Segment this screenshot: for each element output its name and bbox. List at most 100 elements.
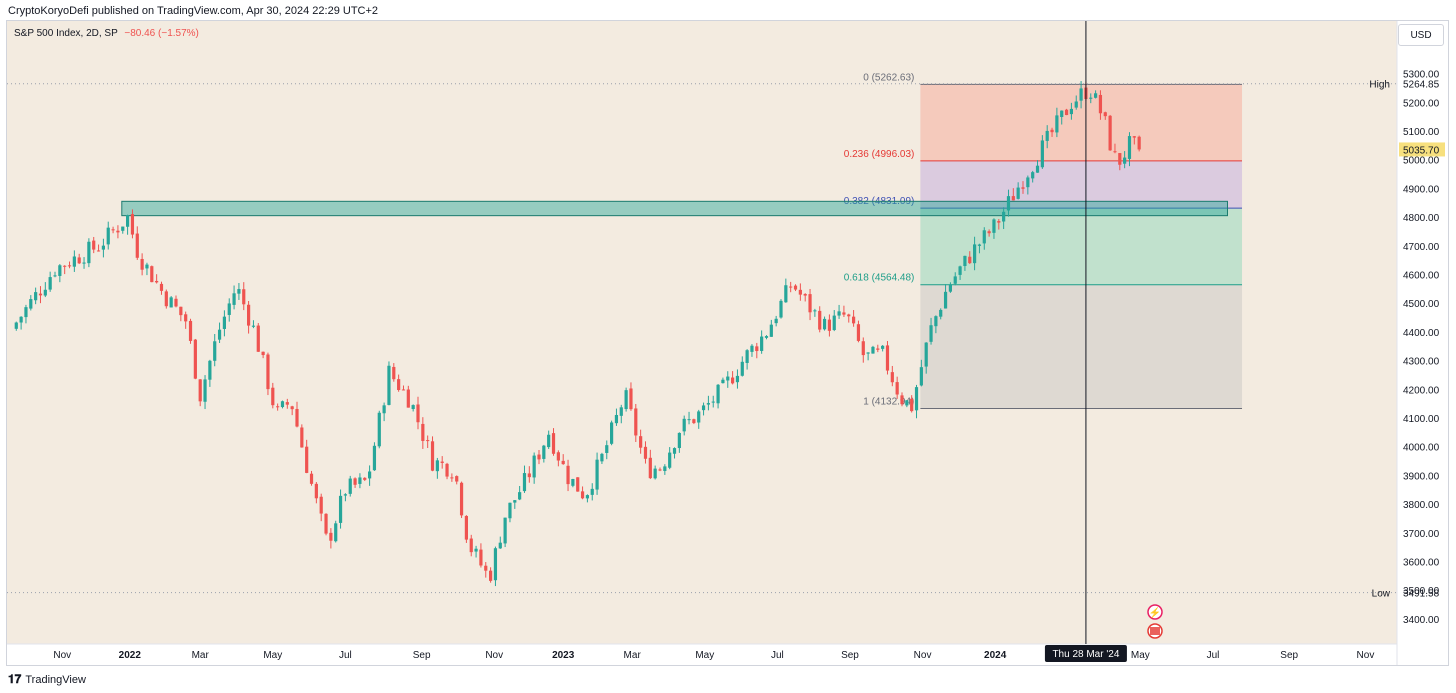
candle-body-42 — [217, 329, 222, 340]
candle-body-38 — [198, 379, 202, 402]
candle-body-152 — [750, 345, 754, 352]
candle-body-94 — [469, 538, 473, 553]
fib-level-label-3: 0.618 (4564.48) — [844, 273, 915, 284]
candle-body-180 — [885, 345, 890, 371]
candle-body-212 — [1040, 140, 1044, 168]
candle-body-14 — [82, 262, 86, 264]
x-tick-label: Nov — [1357, 650, 1375, 661]
price-axis[interactable] — [1397, 21, 1448, 644]
candle-body-191 — [939, 309, 943, 317]
candle-body-29 — [155, 280, 159, 283]
candle-body-204 — [1002, 211, 1006, 222]
y-tick-label: 3900.00 — [1403, 471, 1440, 482]
candle-body-195 — [958, 266, 962, 275]
candle-body-215 — [1055, 115, 1059, 133]
candle-body-90 — [450, 477, 454, 479]
brand-footer[interactable]: 𝟏𝟕 TradingView — [8, 672, 86, 687]
candle-body-4 — [34, 292, 38, 301]
candle-body-96 — [479, 549, 483, 566]
y-tick-label: 4000.00 — [1403, 443, 1440, 454]
high-tag-label: High — [1369, 80, 1390, 91]
candle-body-128 — [634, 408, 638, 436]
candle-body-160 — [789, 286, 793, 288]
candle-body-184 — [905, 400, 909, 406]
candle-body-162 — [798, 289, 802, 295]
candle-body-69 — [348, 478, 352, 494]
candle-body-214 — [1050, 129, 1054, 133]
y-tick-label: 3500.00 — [1403, 586, 1440, 597]
candle-body-194 — [953, 276, 957, 284]
candle-body-111 — [551, 433, 556, 454]
x-tick-label: Mar — [624, 650, 642, 661]
candle-body-199 — [977, 244, 982, 246]
candle-body-138 — [682, 418, 686, 432]
candle-body-181 — [890, 372, 894, 383]
candle-body-48 — [247, 304, 251, 326]
candle-body-26 — [140, 258, 144, 270]
event-icons[interactable]: ⚡ — [1147, 604, 1163, 639]
candlestick-series — [14, 81, 1141, 587]
candle-body-102 — [508, 502, 512, 519]
time-axis[interactable] — [7, 644, 1448, 665]
candle-body-19 — [106, 227, 110, 245]
candle-body-6 — [43, 289, 47, 296]
candle-body-76 — [382, 405, 386, 414]
time-axis-labels: Nov 2022 Mar May Jul Sep Nov 2023 Mar May Jul Sep No… — [53, 650, 1374, 661]
candle-body-68 — [343, 494, 347, 496]
candle-body-13 — [77, 257, 81, 264]
candle-body-97 — [484, 565, 488, 571]
resistance-zone-box[interactable] — [121, 200, 1228, 217]
low-value-label: 3491.58 — [1403, 589, 1440, 600]
candle-body-54 — [276, 406, 280, 408]
candle-body-95 — [474, 548, 478, 552]
chart-frame[interactable] — [6, 20, 1449, 666]
x-tick-label: 2023 — [552, 650, 575, 661]
candle-body-170 — [837, 311, 841, 316]
candle-body-136 — [672, 448, 677, 454]
currency-button[interactable]: USD — [1398, 24, 1444, 46]
candle-body-114 — [566, 465, 570, 485]
candle-body-63 — [319, 496, 323, 514]
candle-body-187 — [919, 367, 923, 386]
y-tick-label: 3400.00 — [1403, 615, 1440, 626]
candle-body-78 — [392, 366, 396, 380]
candle-body-207 — [1016, 187, 1020, 199]
candle-body-39 — [203, 379, 207, 402]
candle-body-123 — [610, 422, 614, 444]
candle-body-70 — [353, 478, 357, 485]
x-tick-label: Mar — [192, 650, 210, 661]
candle-body-137 — [677, 432, 681, 449]
candle-body-126 — [624, 390, 628, 410]
candle-body-222 — [1089, 97, 1093, 99]
candle-body-201 — [987, 231, 991, 234]
candle-body-16 — [92, 240, 96, 250]
dividend-event-icon[interactable] — [1147, 604, 1163, 620]
fib-band-2 — [920, 208, 1243, 285]
candle-body-145 — [716, 384, 720, 404]
y-tick-label: 4400.00 — [1403, 328, 1440, 339]
candle-body-116 — [576, 477, 580, 492]
candle-body-232 — [1137, 136, 1141, 150]
candle-body-67 — [338, 495, 343, 523]
candle-body-1 — [19, 316, 23, 323]
candle-body-11 — [67, 265, 72, 267]
candle-body-89 — [445, 463, 449, 477]
candle-body-228 — [1118, 153, 1122, 165]
candle-body-224 — [1098, 94, 1103, 114]
candle-body-30 — [159, 283, 164, 291]
candle-body-60 — [305, 446, 309, 473]
fib-level-label-1: 0.236 (4996.03) — [844, 149, 915, 160]
candle-body-98 — [489, 570, 493, 581]
candle-body-163 — [803, 293, 807, 296]
candle-body-157 — [774, 318, 778, 324]
candle-body-104 — [518, 492, 522, 500]
candle-body-167 — [822, 318, 827, 330]
candle-body-12 — [72, 256, 76, 267]
x-tick-label: May — [695, 650, 714, 661]
y-tick-label: 4300.00 — [1403, 357, 1440, 368]
resistance-zone[interactable] — [121, 200, 1228, 217]
y-tick-label: 4900.00 — [1403, 184, 1440, 195]
candle-body-216 — [1060, 110, 1064, 117]
candle-body-22 — [121, 226, 125, 231]
